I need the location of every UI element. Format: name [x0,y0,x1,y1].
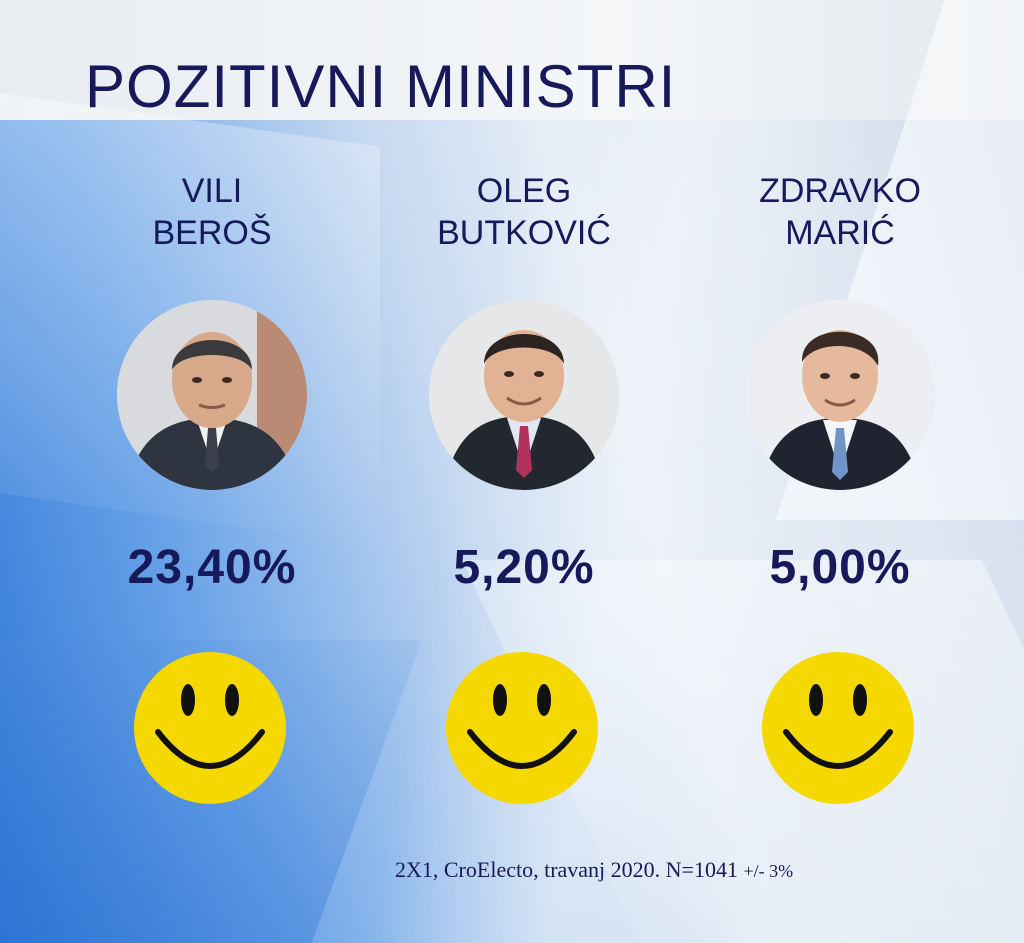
minister-portrait [117,300,307,490]
footnote-margin-of-error: +/- 3% [743,861,794,881]
smiley-face-icon [444,650,600,806]
approval-percentage: 5,20% [453,541,595,594]
minister-name: ZDRAVKO MARIĆ [700,170,980,254]
minister-last-name: BEROŠ [152,214,272,252]
minister-first-name: OLEG [476,172,572,210]
minister-first-name: ZDRAVKO [759,172,921,210]
minister-card: ZDRAVKO MARIĆ 5,00% [700,0,980,943]
minister-portrait [429,300,619,490]
minister-card: OLEG BUTKOVIĆ 5,20% [384,0,664,943]
minister-last-name: MARIĆ [785,214,895,252]
minister-card: VILI BEROŠ 23,40% [72,0,352,943]
smiley-face-icon [132,650,288,806]
page-title: POZITIVNI MINISTRI [85,53,677,120]
source-footnote: 2X1, CroElecto, travanj 2020. N=1041 +/-… [395,857,793,883]
smiley-face-icon [760,650,916,806]
minister-portrait [745,300,935,490]
approval-percentage: 5,00% [769,541,911,594]
minister-name: OLEG BUTKOVIĆ [384,170,664,254]
minister-name: VILI BEROŠ [72,170,352,254]
footnote-source: 2X1, CroElecto, travanj 2020. N=1041 [395,857,738,882]
minister-first-name: VILI [181,172,243,210]
approval-percentage: 23,40% [127,541,297,594]
minister-last-name: BUTKOVIĆ [437,214,611,252]
